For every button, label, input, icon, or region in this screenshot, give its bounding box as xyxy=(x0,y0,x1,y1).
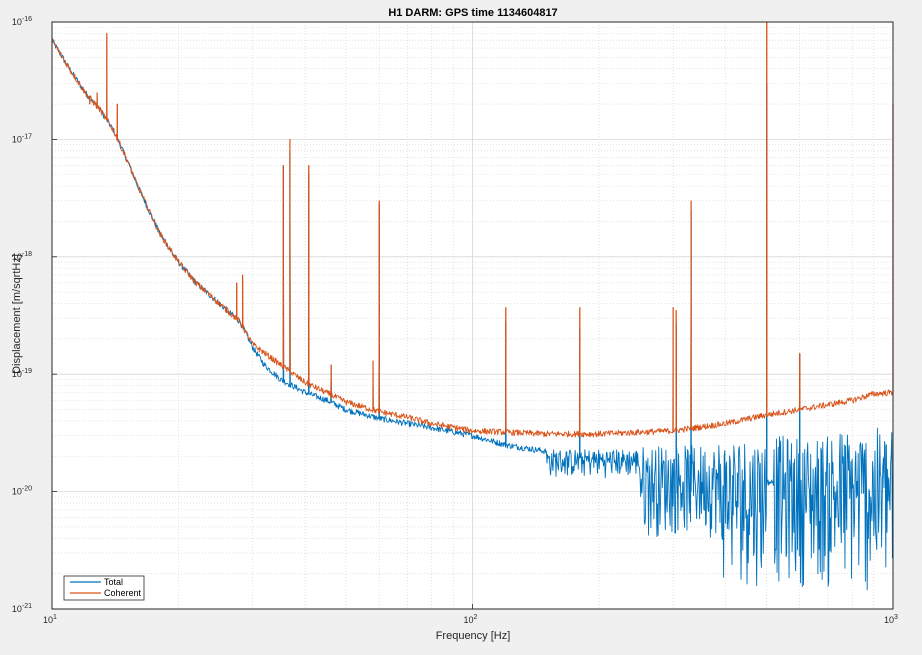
x-tick-label: 101 xyxy=(43,614,57,625)
y-tick-label: 10-20 xyxy=(12,486,32,497)
series-line-coherent xyxy=(51,21,894,438)
ticks: 101 102 103 10-21 10-20 10-19 10-18 10-17 10-16 xyxy=(12,16,898,625)
y-tick-label: 10-17 xyxy=(12,133,32,144)
y-axis-label: Displacement [m/sqrtHz] xyxy=(11,254,23,374)
y-tick-label: 10-21 xyxy=(12,603,32,614)
y-tick-label: 10-18 xyxy=(12,251,32,262)
legend-label-total: Total xyxy=(104,577,123,587)
x-tick-label: 103 xyxy=(884,614,898,625)
y-tick-label: 10-19 xyxy=(12,368,32,379)
legend-box xyxy=(63,575,145,601)
x-axis-label: Frequency [Hz] xyxy=(436,630,511,642)
y-tick-label: 10-16 xyxy=(12,16,32,27)
legend: Total Coherent xyxy=(63,575,145,601)
series-layer xyxy=(51,21,894,591)
legend-label-coherent: Coherent xyxy=(104,588,142,598)
x-tick-label: 102 xyxy=(464,614,478,625)
chart-title: H1 DARM: GPS time 1134604817 xyxy=(388,7,557,19)
